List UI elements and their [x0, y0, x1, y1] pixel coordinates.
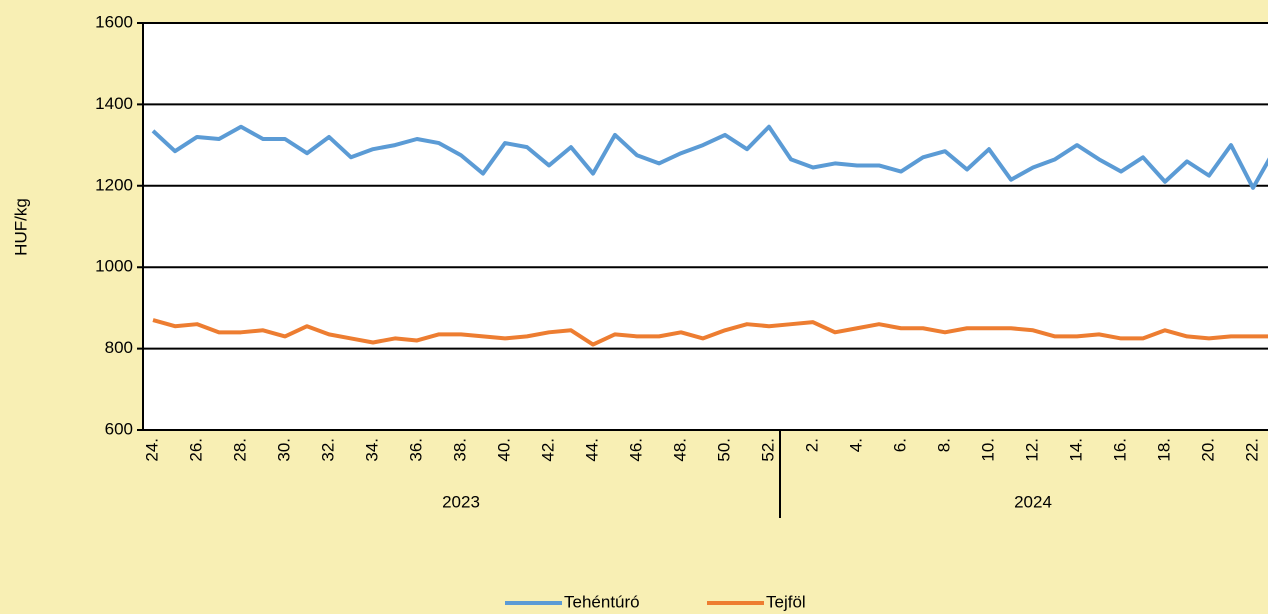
x-tick-label: 16.: [1110, 438, 1129, 462]
x-tick-label: 6.: [890, 438, 909, 452]
series-line: [152, 318, 1268, 347]
x-tick-label: 40.: [494, 438, 513, 462]
y-tick-label: 1200: [95, 175, 133, 194]
x-tick-label: 20.: [1198, 438, 1217, 462]
y-tick-label: 800: [105, 338, 133, 357]
lines: [151, 124, 1268, 347]
x-tick-label: 38.: [450, 438, 469, 462]
x-tick-label: 4.: [846, 438, 865, 452]
y-tick-label: 1000: [95, 257, 133, 276]
y-axis-label: HUF/kg: [11, 198, 30, 256]
x-tick-label: 10.: [978, 438, 997, 462]
x-tick-label: 26.: [186, 438, 205, 462]
y-tick-label: 1400: [95, 94, 133, 113]
x-tick-label: 44.: [582, 438, 601, 462]
x-tick-label: 18.: [1154, 438, 1173, 462]
x-tick-label: 50.: [714, 438, 733, 462]
legend-label: Tehéntúró: [564, 592, 640, 611]
x-axis-clip: [779, 430, 781, 518]
x-tick-label: 8.: [934, 438, 953, 452]
x-tick-label: 42.: [538, 438, 557, 462]
x-tick-label: 2.: [802, 438, 821, 452]
series-line: [151, 124, 1268, 190]
x-tick-label: 12.: [1022, 438, 1041, 462]
x-tick-label: 48.: [670, 438, 689, 462]
group-label: 2024: [1014, 492, 1052, 511]
x-tick-label: 28.: [230, 438, 249, 462]
x-tick-label: 52.: [758, 438, 777, 462]
group-label: 2023: [442, 492, 480, 511]
x-tick-label: 24.: [142, 438, 161, 462]
legend-label: Tejföl: [766, 592, 806, 611]
y-tick-label: 600: [105, 419, 133, 438]
plot-area: [143, 23, 1268, 430]
y-tick-label: 1600: [95, 12, 133, 31]
x-tick-label: 36.: [406, 438, 425, 462]
x-tick-label: 34.: [362, 438, 381, 462]
x-tick-label: 14.: [1066, 438, 1085, 462]
x-tick-label: 30.: [274, 438, 293, 462]
x-tick-label: 22.: [1242, 438, 1261, 462]
x-tick-label: 32.: [318, 438, 337, 462]
x-tick-label: 46.: [626, 438, 645, 462]
